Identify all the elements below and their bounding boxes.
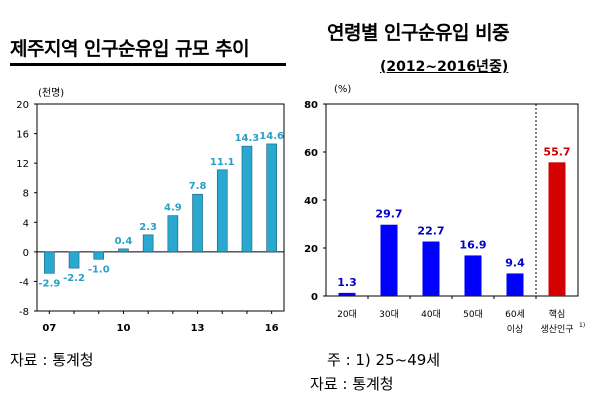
left-data-label-2014: 11.1 [210,157,235,168]
right-chart-title: 연령별 인구순유입 비중 [327,22,510,44]
left-bar-2016 [266,143,277,253]
right-ytick-label: 40 [304,196,318,207]
left-bar-2014 [216,169,228,253]
right-ytick-label: 0 [311,292,318,303]
right-footnote-marker: 1) [579,322,585,329]
right-plot-frame [325,103,579,297]
right-category-label-1: 30대 [379,309,399,320]
right-ytick-label: 60 [304,148,318,159]
left-bar-2008 [68,251,80,269]
right-data-label-3: 16.9 [459,238,486,251]
right-data-label-0: 1.3 [337,276,357,289]
left-plot-frame [36,103,285,312]
left-ytick-label: -8 [19,307,29,318]
right-category-label-4: 60세 [505,309,525,320]
left-bar-2007 [44,251,55,274]
right-bar-2 [422,241,440,296]
right-unit-label: (%) [334,84,352,95]
left-source: 자료 : 통계청 [10,351,94,369]
left-data-label-2016: 14.6 [259,131,284,142]
right-ytick-label: 20 [304,244,318,255]
right-category-label-5: 생산인구 [540,324,573,335]
right-ytick-label: 80 [304,100,318,111]
right-category-label-4: 이상 [507,324,524,335]
left-bar-2009 [93,251,105,260]
left-xtick-label-2010: 10 [116,323,130,334]
left-ytick-label: 20 [16,100,29,111]
right-category-label-5: 핵심 [549,308,566,320]
left-ytick-label: 0 [23,248,29,259]
left-chart-title: 제주지역 인구순유입 규모 추이 [10,38,250,60]
left-ytick-label: 4 [23,218,29,229]
left-data-label-2013: 7.8 [189,181,207,192]
right-source: 자료 : 통계청 [310,375,394,393]
left-data-label-2010: 0.4 [115,236,133,247]
left-ytick-label: 16 [16,130,29,141]
right-data-label-2: 22.7 [417,225,444,238]
left-bar-2012 [167,215,179,253]
right-bar-3 [464,255,482,296]
right-bar-4 [506,273,524,296]
right-category-label-3: 50대 [463,309,483,320]
right-data-label-4: 9.4 [505,256,525,269]
footnote: 주 : 1) 25~49세 [327,351,441,369]
right-data-label-5: 55.7 [543,145,570,158]
left-data-label-2007: -2.9 [38,278,60,289]
right-bar-0 [338,292,356,296]
left-data-label-2009: -1.0 [88,264,110,275]
left-xtick-label-2007: 07 [42,323,56,334]
left-bar-2010 [118,248,129,253]
left-data-label-2011: 2.3 [139,222,157,233]
left-ytick-label: 12 [16,159,29,170]
left-bar-2011 [142,234,154,253]
left-unit-label: (천명) [38,88,65,99]
left-ytick-label: 8 [23,189,29,200]
right-bar-1 [380,224,398,296]
left-xtick-label-2013: 13 [191,323,205,334]
right-data-label-1: 29.7 [375,208,402,221]
right-category-label-2: 40대 [421,309,441,320]
left-ytick-label: -4 [19,277,29,288]
left-xtick-label-2016: 16 [265,323,279,334]
left-data-label-2012: 4.9 [164,203,182,214]
left-data-label-2015: 14.3 [235,133,260,144]
right-bar-5 [548,162,566,296]
left-bar-2015 [241,145,253,253]
right-chart-subtitle: (2012~2016년중) [380,59,509,75]
left-title-underline [10,63,286,66]
left-bar-2013 [192,193,203,253]
left-data-label-2008: -2.2 [63,273,85,284]
right-category-label-0: 20대 [337,309,357,320]
